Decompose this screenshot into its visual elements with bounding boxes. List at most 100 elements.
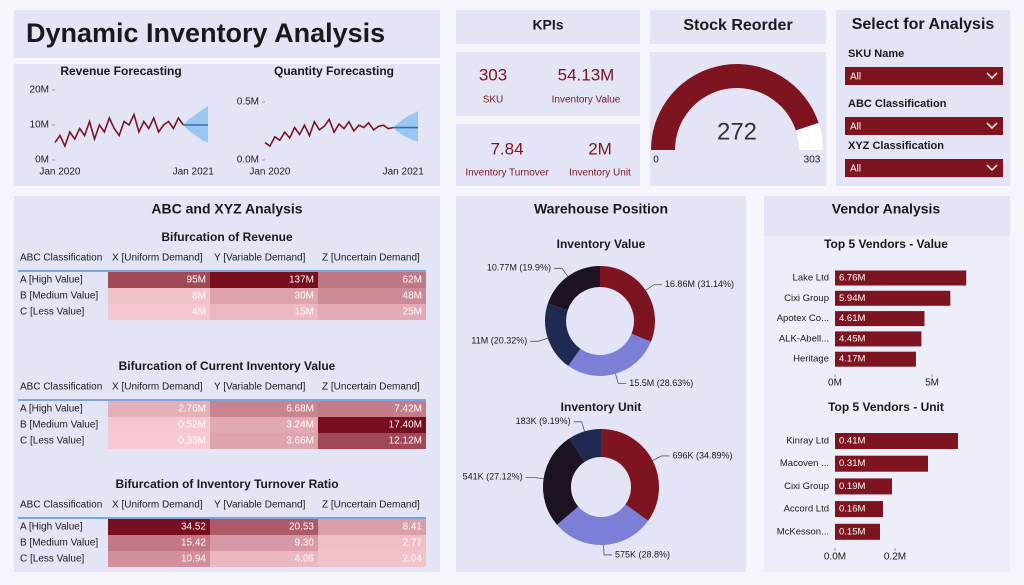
chart-title: Inventory Value <box>557 237 646 251</box>
bar <box>835 290 951 306</box>
data-label: 696K (34.89%) <box>672 450 732 460</box>
bar <box>835 311 925 327</box>
row-label: A [High Value] <box>20 275 83 286</box>
row-label: A [High Value] <box>20 522 83 533</box>
donut-slice <box>601 429 659 521</box>
heat-cell <box>318 535 426 551</box>
leader-line <box>525 476 544 480</box>
data-label: 0.15M <box>839 526 865 537</box>
y-tick-label: Heritage <box>793 354 829 365</box>
bar <box>835 351 916 367</box>
cell-value: 3.24M <box>286 420 314 431</box>
cell-value: 12.12M <box>389 436 422 447</box>
heat-cell <box>108 304 210 320</box>
gauge-max: 303 <box>804 155 821 166</box>
cell-value: 4M <box>192 307 206 318</box>
x-tick-label: 0.2M <box>884 552 906 563</box>
heat-cell <box>108 535 210 551</box>
chart-title: Top 5 Vendors - Value <box>824 237 948 251</box>
page-title: Dynamic Inventory Analysis <box>26 18 385 48</box>
cell-value: 48M <box>403 291 422 302</box>
heat-cell <box>108 401 210 417</box>
slicer-value: All <box>850 164 861 175</box>
heat-cell <box>210 401 318 417</box>
y-tick-label: ALK-Abell... <box>779 333 829 344</box>
cell-value: 9.30 <box>295 538 315 549</box>
slicer-dropdown[interactable] <box>845 117 1003 135</box>
slicer-label: ABC Classification <box>848 98 947 110</box>
y-tick-label: 0.0M <box>237 155 259 166</box>
heat-cell <box>210 433 318 449</box>
data-label: 5.94M <box>839 293 865 304</box>
table-title: Bifurcation of Current Inventory Value <box>119 359 336 373</box>
cell-value: 20.53 <box>289 522 314 533</box>
cell-value: 10.94 <box>181 554 206 565</box>
row-label: C [Less Value] <box>20 554 85 565</box>
cell-value: 15.42 <box>181 538 206 549</box>
y-tick-label: Apotex Co... <box>777 313 829 324</box>
panel <box>14 196 440 572</box>
cell-value: 25M <box>403 307 422 318</box>
leader-line <box>530 337 548 342</box>
donut-slice <box>600 266 655 342</box>
table-title: Bifurcation of Inventory Turnover Ratio <box>115 477 338 491</box>
kpi-value: 2M <box>588 139 612 158</box>
heat-cell <box>318 519 426 535</box>
cell-value: 95M <box>187 275 206 286</box>
dropdown-arrow <box>986 164 998 172</box>
table-header: ABC Classification <box>20 500 102 511</box>
data-label: 4.45M <box>839 333 865 344</box>
donut-slice <box>542 438 585 525</box>
donut-slice <box>556 504 649 545</box>
heat-cell <box>318 433 426 449</box>
cell-value: 30M <box>295 291 314 302</box>
table-header: Y [Variable Demand] <box>214 382 306 393</box>
heat-cell <box>210 288 318 304</box>
data-label: 183K (9.19%) <box>516 416 571 426</box>
leader-line <box>652 455 670 461</box>
kpi-label: Inventory Value <box>552 95 621 106</box>
slicer-value: All <box>850 72 861 83</box>
section-title: Vendor Analysis <box>832 201 941 217</box>
heat-cell <box>210 551 318 567</box>
table-header: X [Uniform Demand] <box>112 500 203 511</box>
slicer-dropdown[interactable] <box>845 159 1003 177</box>
cell-value: 0.52M <box>178 420 206 431</box>
leader-line <box>573 421 585 432</box>
panel <box>456 124 640 186</box>
donut-slice <box>545 303 581 366</box>
leader-line <box>603 544 612 556</box>
gauge-label: 272 <box>717 118 757 145</box>
data-label: 0.41M <box>839 436 865 447</box>
data-label: 0.31M <box>839 458 865 469</box>
heat-cell <box>318 401 426 417</box>
cell-value: 17.40M <box>389 420 422 431</box>
y-tick-label: Kinray Ltd <box>786 436 829 447</box>
data-label: 0.16M <box>839 504 865 515</box>
heat-cell <box>210 417 318 433</box>
panel <box>14 10 440 58</box>
bar <box>835 270 967 286</box>
heat-cell <box>108 519 210 535</box>
heat-cell <box>210 304 318 320</box>
donut-slice <box>568 333 651 376</box>
x-tick-label: 5M <box>925 378 939 389</box>
chart-title: Revenue Forecasting <box>60 64 181 78</box>
leader-line <box>553 267 569 277</box>
kpi-label: Inventory Unit <box>569 168 631 179</box>
cell-value: 8M <box>192 291 206 302</box>
table-header: Y [Variable Demand] <box>214 500 306 511</box>
slicer-dropdown[interactable] <box>845 67 1003 85</box>
kpi-title: KPIs <box>532 17 563 33</box>
bar <box>835 331 922 347</box>
panel <box>456 10 640 44</box>
row-label: C [Less Value] <box>20 307 85 318</box>
x-tick-label: Jan 2020 <box>249 167 291 178</box>
bar <box>835 455 928 472</box>
kpi-value: 303 <box>479 65 507 84</box>
y-tick-label: Accord Ltd <box>784 504 829 515</box>
row-label: B [Medium Value] <box>20 291 98 302</box>
x-tick-label: 0.0M <box>824 552 846 563</box>
